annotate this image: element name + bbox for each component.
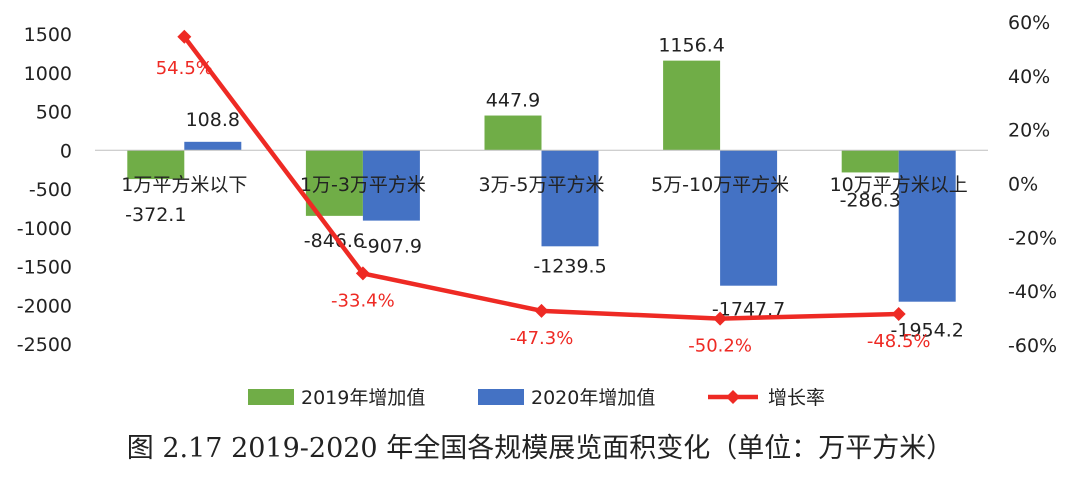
growth-rate-marker <box>534 303 549 318</box>
category-label: 10万平方米以上 <box>830 174 968 196</box>
bar-2020 <box>362 150 420 221</box>
bar-data-label: -1239.5 <box>533 255 606 277</box>
legend-marker <box>726 390 740 404</box>
bar-data-label: 447.9 <box>486 90 540 112</box>
growth-rate-marker <box>891 307 906 322</box>
bar-2020 <box>720 150 778 286</box>
bar-2020 <box>184 141 242 151</box>
y-right-tick-label: -20% <box>1008 227 1057 249</box>
bar-data-label: -907.9 <box>361 236 422 258</box>
category-label: 5万-10万平方米 <box>651 174 789 196</box>
y-left-tick-label: -1000 <box>17 218 72 240</box>
bar-2019 <box>663 60 721 151</box>
y-left-tick-label: -1500 <box>17 257 72 279</box>
y-left-tick-label: 1000 <box>24 63 72 85</box>
y-left-tick-label: -2500 <box>17 334 72 356</box>
y-left-tick-label: 0 <box>60 140 72 162</box>
bar-2020 <box>898 150 956 302</box>
growth-rate-label: 54.5% <box>156 58 213 79</box>
legend-label: 增长率 <box>768 387 825 409</box>
y-right-tick-label: -60% <box>1008 335 1057 357</box>
bar-2020 <box>541 150 599 247</box>
y-right-tick-label: 60% <box>1008 12 1050 34</box>
bar-2019 <box>484 115 542 151</box>
growth-rate-label: -48.5% <box>867 331 931 352</box>
category-label: 3万-5万平方米 <box>478 174 604 196</box>
bar-2019 <box>305 150 363 216</box>
bar-data-label: 1156.4 <box>658 35 724 57</box>
category-label: 1万平方米以下 <box>121 174 247 196</box>
legend-swatch <box>248 389 294 405</box>
y-left-tick-label: -500 <box>29 179 72 201</box>
chart: 1500 1000 500 0 -500 -1000 -1500 -2000 -2500 60% 4… <box>17 12 1057 409</box>
y-right-tick-label: -40% <box>1008 281 1057 303</box>
bar-data-label: -286.3 <box>840 189 901 211</box>
chart-caption: 图 2.17 2019-2020 年全国各规模展览面积变化（单位：万平方米） <box>126 433 954 464</box>
growth-rate-marker <box>177 29 192 44</box>
growth-rate-label: -50.2% <box>688 336 752 357</box>
growth-rate-marker <box>355 266 370 281</box>
y-right-tick-label: 40% <box>1008 66 1050 88</box>
bar-2019 <box>841 150 899 173</box>
bar-data-label: -1954.2 <box>891 320 964 342</box>
growth-rate-label: -33.4% <box>331 290 395 311</box>
legend-label: 2020年增加值 <box>531 387 655 409</box>
bar-2019 <box>127 150 185 180</box>
bar-data-label: -846.6 <box>304 230 365 252</box>
y-left-tick-label: 500 <box>36 102 72 124</box>
y-left-tick-label: -2000 <box>17 295 72 317</box>
y-left-tick-label: 1500 <box>24 24 72 46</box>
category-label: 1万-3万平方米 <box>300 174 426 196</box>
growth-rate-label: -47.3% <box>510 328 574 349</box>
bar-data-label: 108.8 <box>186 109 240 131</box>
growth-rate-marker <box>713 311 728 326</box>
legend-swatch <box>478 389 524 405</box>
bar-data-label: -372.1 <box>125 204 186 226</box>
y-right-tick-label: 20% <box>1008 120 1050 142</box>
y-right-tick-label: 0% <box>1008 174 1038 196</box>
legend-label: 2019年增加值 <box>301 387 425 409</box>
